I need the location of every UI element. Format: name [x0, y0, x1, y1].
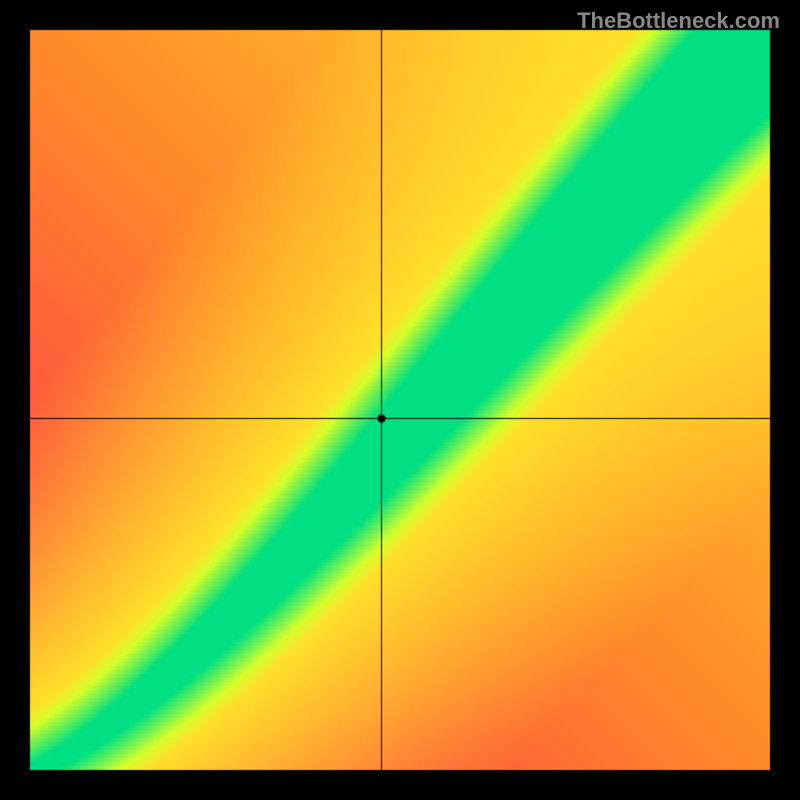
- chart-container: TheBottleneck.com: [0, 0, 800, 800]
- watermark: TheBottleneck.com: [577, 8, 780, 34]
- crosshair-overlay: [0, 0, 800, 800]
